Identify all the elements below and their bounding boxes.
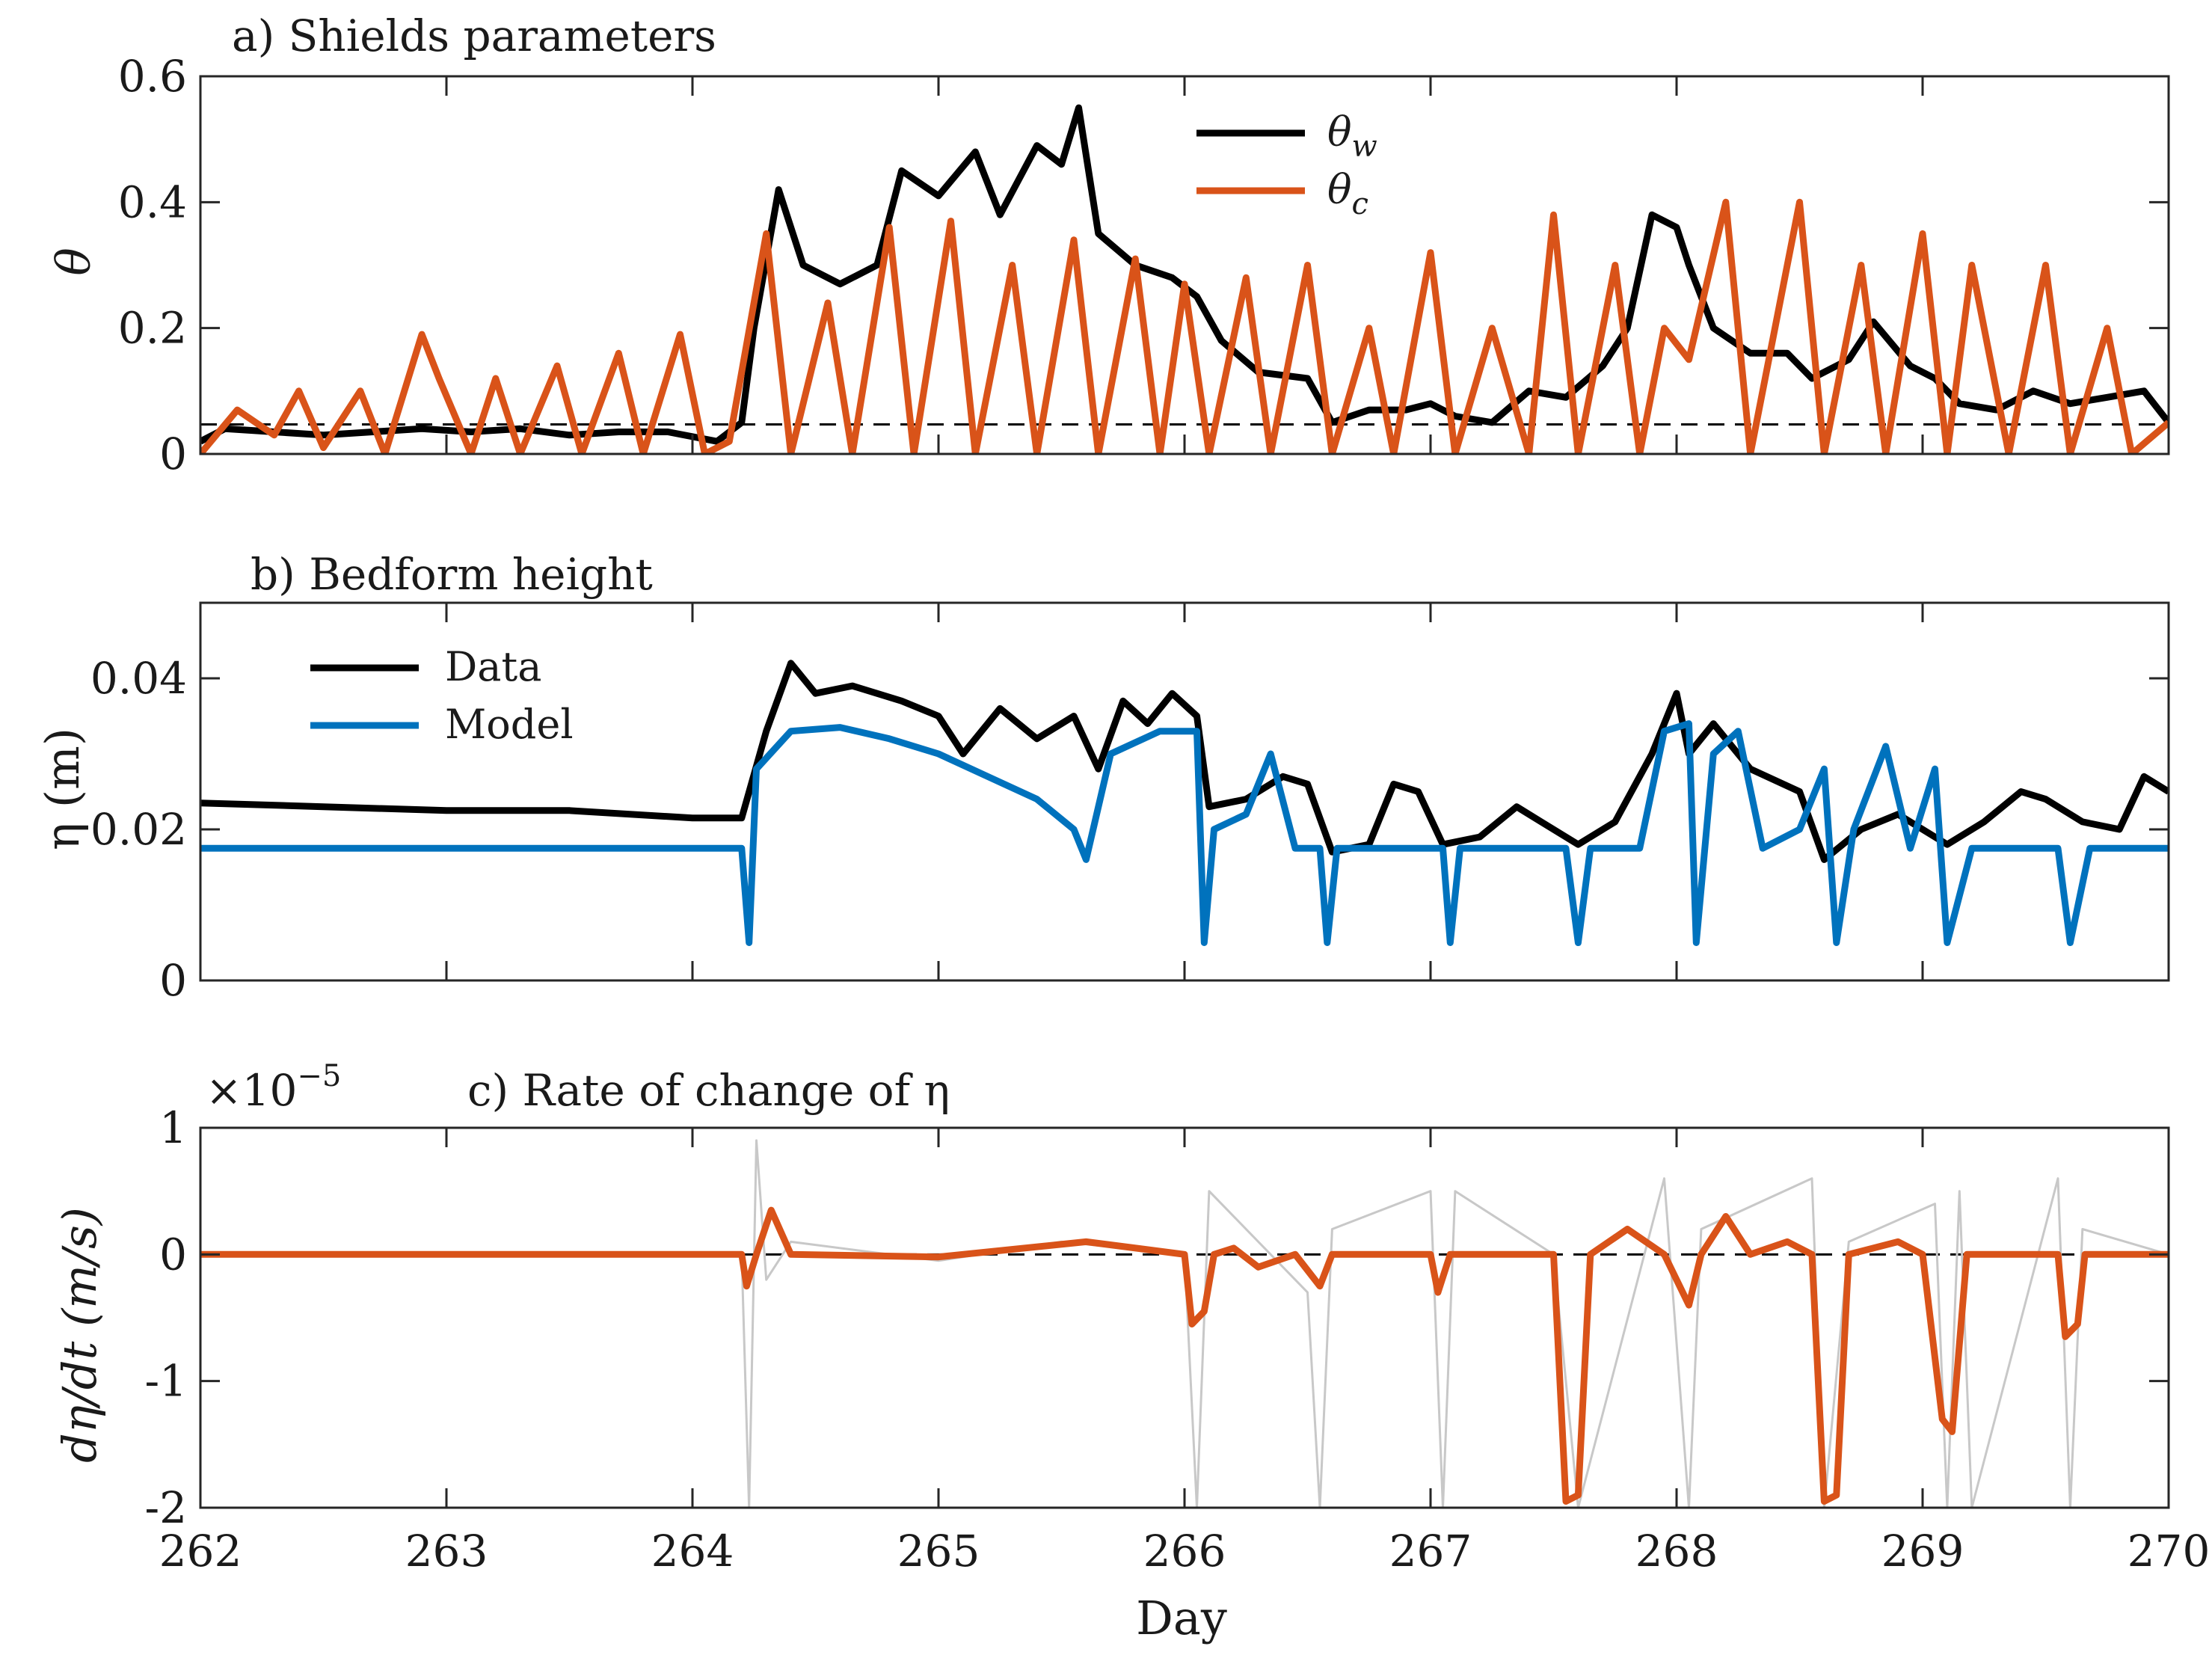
y-tick-label: 0.04	[90, 653, 187, 704]
legend-data: Data	[445, 643, 541, 690]
y-tick-label: 0	[159, 955, 187, 1006]
x-tick-label: 269	[1881, 1526, 1964, 1577]
y-tick-label: 0.2	[118, 303, 187, 354]
y-tick-label: 0.02	[90, 804, 187, 855]
series-model-line	[200, 720, 2169, 946]
legend-theta-w: θw	[1327, 108, 1377, 164]
legend-theta-w-symbol: θ	[1327, 108, 1352, 156]
panel-rate: ×10−5 c) Rate of change of η -2 -1 0 1 262 26…	[52, 1059, 2210, 1645]
x-tick-label: 266	[1143, 1526, 1226, 1577]
panel-c-exponent: ×10−5	[206, 1059, 341, 1116]
axes-frame-0	[199, 75, 2170, 455]
panel-c-ylabel: dη/dt (m/s)	[52, 1207, 107, 1463]
legend-theta-w-subscript: w	[1352, 129, 1377, 164]
y-tick-label: -1	[145, 1356, 188, 1407]
series-data-line	[200, 660, 2169, 863]
panel-a-ylabel: θ	[46, 248, 101, 275]
panel-shields: a) Shields parameters 00.20.40.6 θ θw θc	[46, 10, 2170, 479]
y-tick-label: 0	[159, 429, 187, 479]
panel-b-ylabel: η (m)	[35, 728, 90, 850]
x-tick-label: 267	[1389, 1526, 1472, 1577]
panel-c-exponent-base: ×10	[206, 1065, 297, 1116]
panel-bedform: b) Bedform height 0 0.02 0.04 η (m) Data M…	[35, 549, 2170, 1006]
x-tick-label: 265	[897, 1526, 980, 1577]
legend-theta-c-subscript: c	[1352, 187, 1368, 221]
panel-a-title: a) Shields parameters	[232, 10, 716, 61]
series---c-line	[200, 198, 2169, 454]
x-tick-label: 268	[1635, 1526, 1718, 1577]
panel-b-plot-area: 0 0.02 0.04	[90, 601, 2170, 1006]
panel-c-title: c) Rate of change of η	[467, 1065, 950, 1116]
panel-a-legend: θw θc	[1196, 108, 1377, 221]
x-tick-label: 264	[651, 1526, 734, 1577]
y-tick-label: 0.4	[118, 176, 187, 227]
legend-theta-c-symbol: θ	[1327, 166, 1352, 213]
y-tick-label: 1	[159, 1102, 187, 1153]
axes-frame-2	[199, 1126, 2170, 1509]
x-tick-label: 262	[159, 1526, 242, 1577]
panel-a-plot-area: 0 0.2 0.4 0.6	[118, 51, 2170, 479]
series-raw-line	[200, 1139, 2169, 1508]
legend-theta-c: θc	[1327, 166, 1368, 221]
panel-c-exponent-power: −5	[297, 1059, 341, 1093]
x-axis-label: Day	[1136, 1591, 1227, 1645]
y-tick-label: 0	[159, 1229, 187, 1280]
panel-b-legend: Data Model	[310, 643, 574, 748]
x-tick-label: 270	[2127, 1526, 2211, 1577]
series---w-line	[200, 104, 2169, 445]
y-tick-label: -2	[145, 1482, 188, 1533]
panel-b-title: b) Bedform height	[251, 549, 653, 600]
y-tick-label: 0.6	[118, 51, 187, 102]
legend-model: Model	[445, 701, 574, 748]
x-tick-label: 263	[405, 1526, 488, 1577]
panel-c-plot-area: -2 -1 0 1 262 263 264 265 266 267 268 269 270	[145, 1102, 2211, 1577]
series-smoothed-line	[200, 1206, 2169, 1505]
